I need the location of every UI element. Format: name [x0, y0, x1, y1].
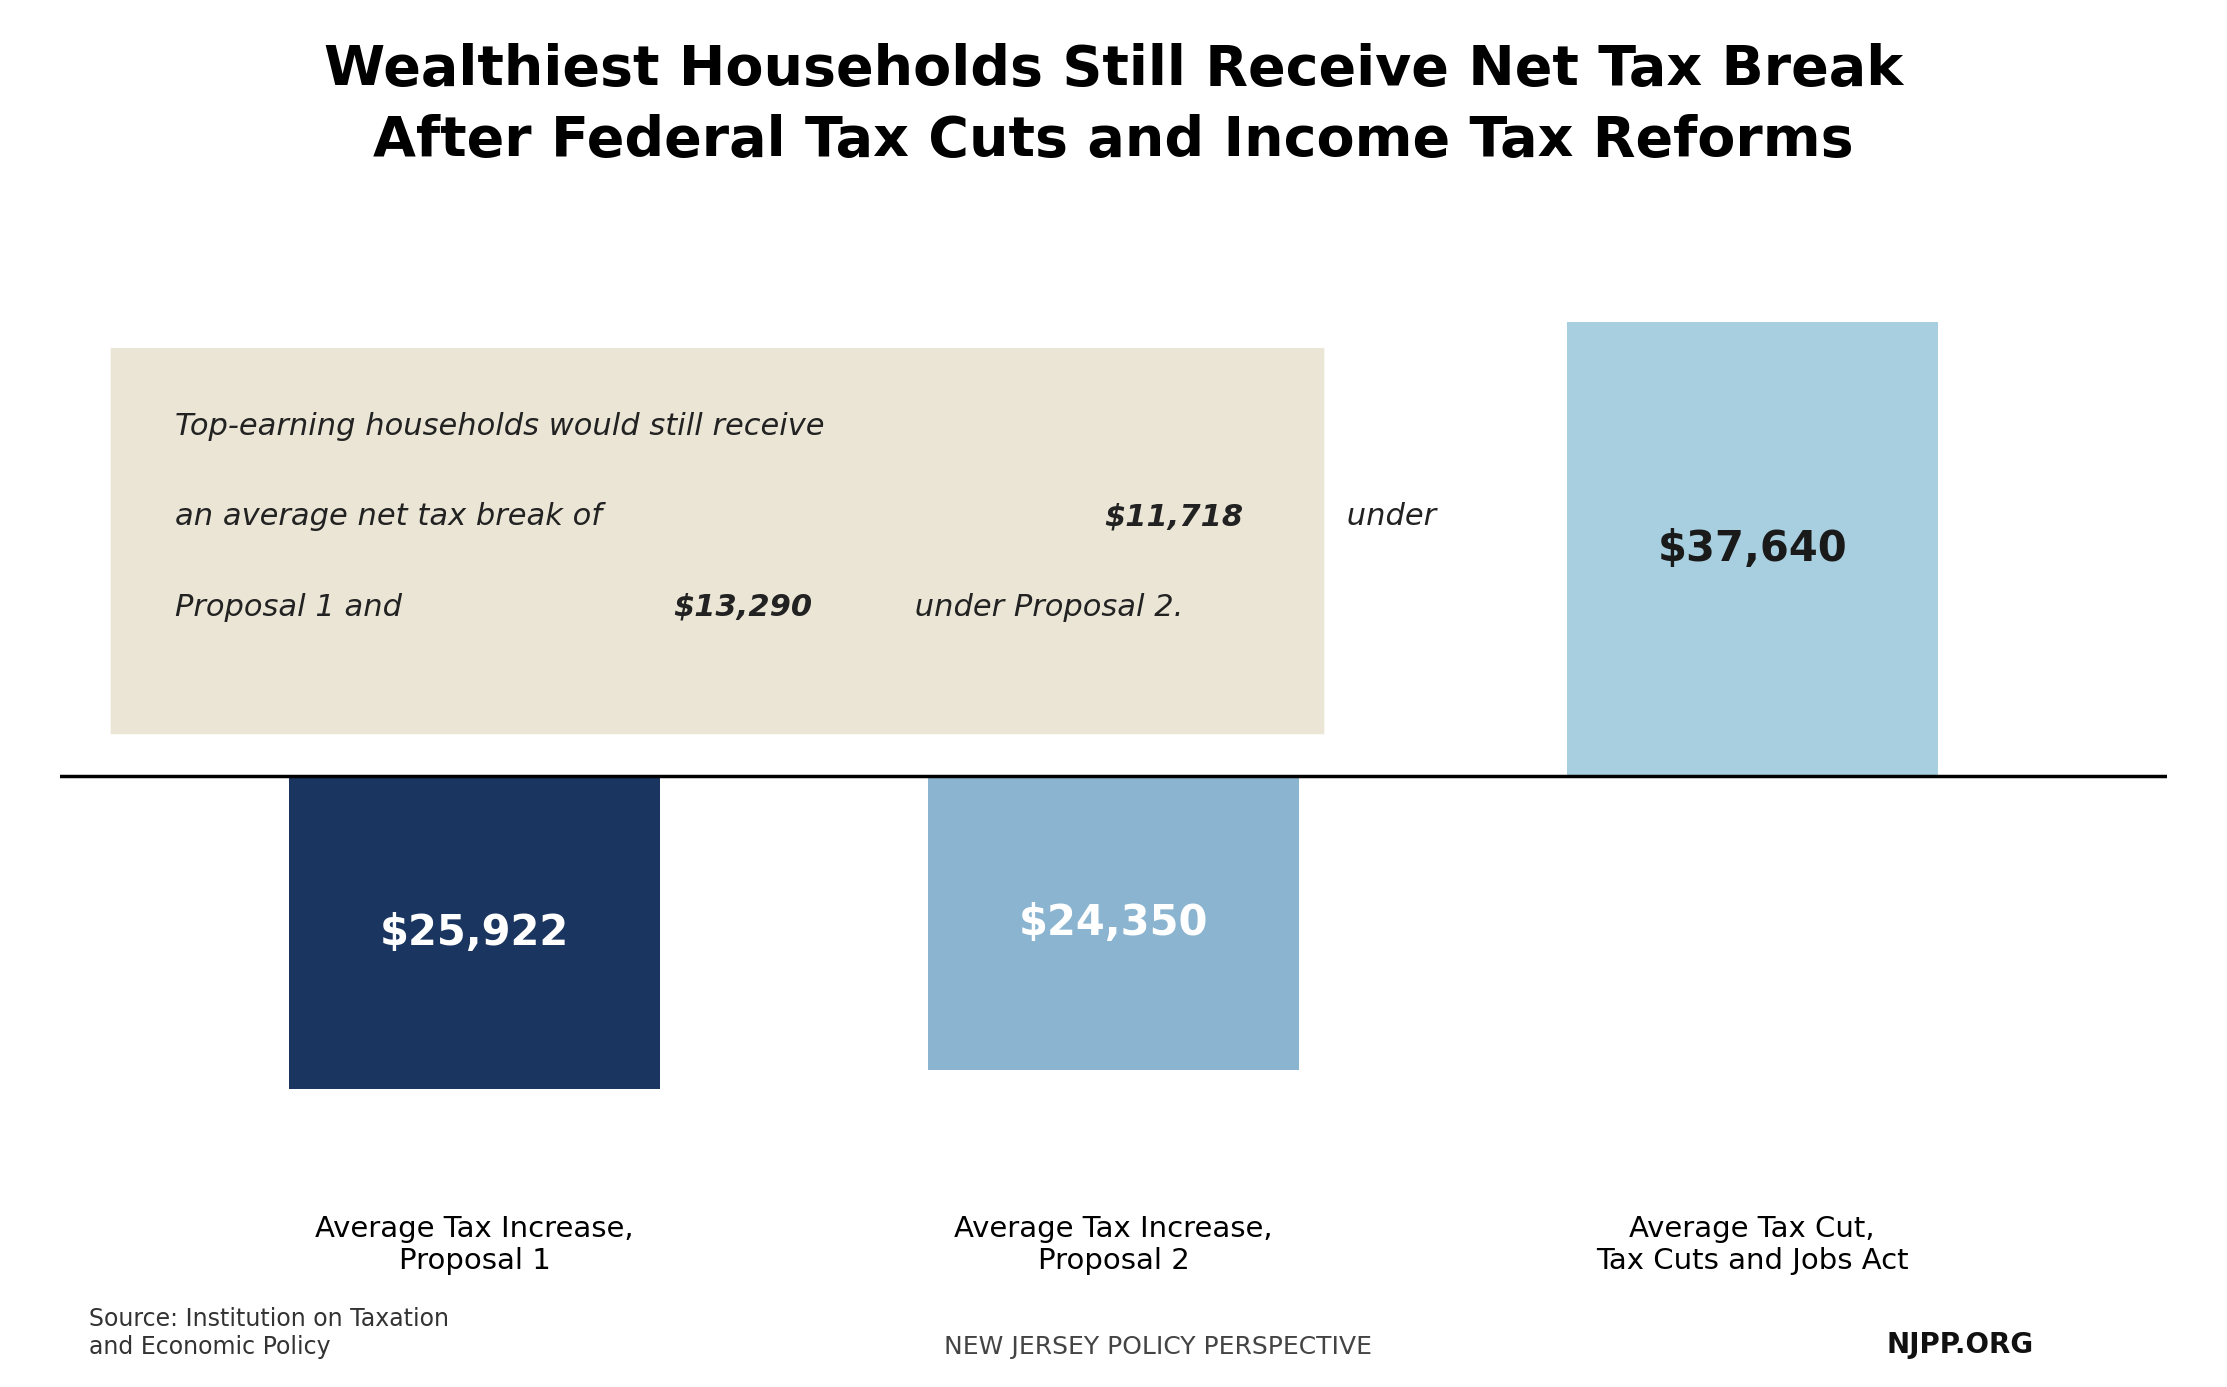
Text: $24,350: $24,350: [1018, 903, 1209, 945]
Title: Wealthiest Households Still Receive Net Tax Break
After Federal Tax Cuts and Inc: Wealthiest Households Still Receive Net …: [323, 43, 1904, 168]
Text: $25,922: $25,922: [381, 911, 570, 954]
Text: under: under: [1336, 502, 1436, 531]
Text: an average net tax break of: an average net tax break of: [174, 502, 610, 531]
Text: under Proposal 2.: under Proposal 2.: [904, 594, 1183, 621]
Bar: [290, 777, 659, 1089]
Text: $37,640: $37,640: [1657, 528, 1846, 570]
Text: NEW JERSEY POLICY PERSPECTIVE: NEW JERSEY POLICY PERSPECTIVE: [944, 1336, 1372, 1359]
Text: Source: Institution on Taxation
and Economic Policy: Source: Institution on Taxation and Econ…: [89, 1308, 450, 1359]
Text: $13,290: $13,290: [673, 594, 813, 621]
Text: Top-earning households would still receive: Top-earning households would still recei…: [174, 412, 824, 441]
FancyBboxPatch shape: [111, 348, 1325, 734]
Bar: [929, 777, 1298, 1071]
Bar: [1568, 322, 1937, 777]
Text: NJPP.ORG: NJPP.ORG: [1886, 1332, 2033, 1359]
Text: $11,718: $11,718: [1105, 502, 1243, 531]
Text: Proposal 1 and: Proposal 1 and: [174, 594, 412, 621]
